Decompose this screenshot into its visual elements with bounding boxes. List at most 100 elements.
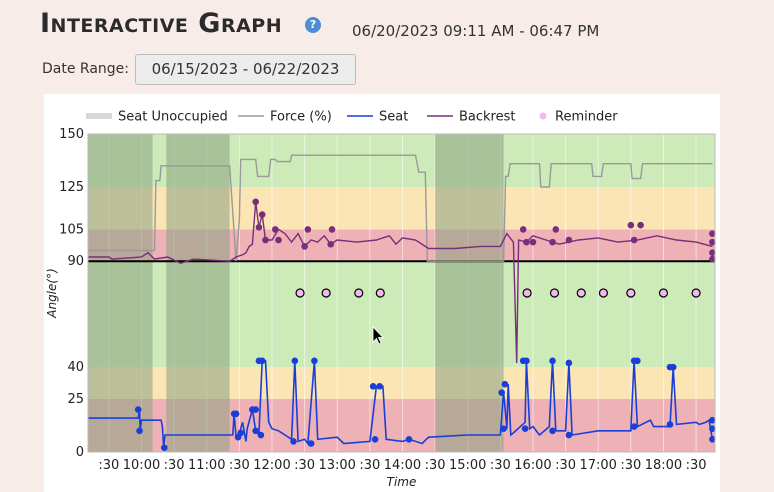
seat-marker bbox=[290, 438, 297, 445]
x-tick-label: :30 bbox=[164, 458, 185, 473]
seat-marker bbox=[232, 410, 240, 418]
reminder-marker bbox=[295, 288, 305, 298]
backrest-marker bbox=[327, 240, 335, 248]
seat-marker bbox=[500, 425, 507, 432]
seat-marker bbox=[369, 382, 377, 390]
x-tick-label: 12:00 bbox=[253, 458, 290, 473]
y-tick-label: 105 bbox=[59, 222, 84, 237]
y-axis-label: Angle(°) bbox=[45, 268, 59, 319]
seat-marker bbox=[258, 357, 266, 365]
backrest-marker bbox=[549, 238, 556, 246]
legend-swatch-reminder bbox=[539, 112, 547, 120]
reminder-marker bbox=[354, 288, 364, 298]
seat-marker bbox=[709, 425, 716, 432]
backrest-marker bbox=[709, 255, 716, 263]
x-tick-label: 13:00 bbox=[318, 458, 355, 473]
y-tick-label: 40 bbox=[67, 360, 84, 375]
seat-marker bbox=[709, 435, 716, 443]
backrest-marker bbox=[630, 236, 638, 244]
x-tick-label: :30 bbox=[294, 458, 315, 473]
legend-entry-force: Force (%) bbox=[270, 110, 332, 125]
x-tick-label: :30 bbox=[359, 458, 380, 473]
seat-marker bbox=[311, 357, 318, 365]
legend-entry-reminder: Reminder bbox=[555, 110, 618, 125]
seat-marker bbox=[549, 427, 556, 435]
seat-marker bbox=[257, 431, 265, 439]
reminder-marker bbox=[598, 288, 609, 298]
mouse-cursor-icon bbox=[372, 326, 384, 345]
reminder-marker bbox=[522, 288, 532, 298]
x-tick-label: :30 bbox=[490, 458, 511, 473]
seat-marker bbox=[376, 382, 383, 390]
legend-entry-seat: Seat bbox=[379, 110, 408, 125]
x-tick-label: 10:00 bbox=[123, 458, 160, 473]
reminder-marker bbox=[576, 288, 586, 298]
y-tick-label: 25 bbox=[67, 392, 84, 407]
x-tick-label: :30 bbox=[620, 458, 641, 473]
backrest-marker bbox=[252, 198, 259, 206]
x-tick-label: 17:00 bbox=[579, 458, 616, 473]
x-tick-label: :30 bbox=[686, 458, 707, 473]
backrest-marker bbox=[627, 221, 635, 229]
reminder-marker bbox=[626, 288, 636, 298]
backrest-marker bbox=[275, 236, 282, 244]
x-tick-label: 11:00 bbox=[188, 458, 225, 473]
backrest-marker bbox=[552, 226, 560, 233]
seat-marker bbox=[709, 416, 716, 424]
backrest-marker bbox=[565, 236, 573, 244]
backrest-marker bbox=[255, 223, 263, 231]
seat-marker bbox=[669, 363, 677, 371]
y-tick-label: 0 bbox=[76, 445, 84, 460]
seat-marker bbox=[252, 406, 259, 413]
seat-marker bbox=[307, 440, 315, 447]
series-line-force bbox=[88, 154, 713, 262]
question-mark-icon[interactable]: ? bbox=[305, 17, 321, 33]
seat-marker bbox=[252, 427, 259, 435]
y-tick-label: 90 bbox=[67, 254, 84, 269]
seat-marker bbox=[565, 359, 573, 367]
plot-border bbox=[87, 133, 716, 453]
legend-swatch-seat-unoccupied bbox=[86, 113, 112, 119]
legend-entry-seat-unoccupied: Seat Unoccupied bbox=[118, 110, 228, 125]
backrest-marker bbox=[709, 249, 716, 257]
seat-marker bbox=[291, 357, 299, 365]
seat-marker bbox=[136, 427, 143, 435]
backrest-marker bbox=[304, 226, 312, 233]
x-axis-label: Time bbox=[387, 475, 417, 489]
backrest-marker bbox=[709, 230, 716, 237]
series-line-backrest bbox=[88, 201, 713, 364]
date-range-label: Date Range: bbox=[42, 61, 130, 77]
seat-unoccupied-band bbox=[435, 134, 504, 452]
x-tick-label: :30 bbox=[98, 458, 119, 473]
seat-marker bbox=[523, 357, 530, 365]
legend-entry-backrest: Backrest bbox=[459, 110, 516, 125]
seat-marker bbox=[565, 431, 573, 439]
seat-marker bbox=[549, 357, 556, 365]
backrest-marker bbox=[258, 211, 266, 218]
backrest-marker bbox=[301, 243, 308, 250]
reminder-marker bbox=[321, 288, 331, 298]
x-tick-label: 16:00 bbox=[514, 458, 551, 473]
seat-marker bbox=[666, 421, 674, 428]
x-tick-label: :30 bbox=[555, 458, 576, 473]
x-tick-label: :30 bbox=[229, 458, 250, 473]
chart-panel: 0 25 40 90 105 125 150:30 10:00:30 11:00:30 12:00… bbox=[44, 94, 720, 492]
seat-marker bbox=[237, 429, 244, 437]
seat-marker bbox=[134, 406, 142, 413]
seat-unoccupied-band bbox=[88, 134, 153, 452]
seat-marker bbox=[634, 357, 641, 365]
x-tick-label: :30 bbox=[425, 458, 446, 473]
date-range-input[interactable]: 06/15/2023 - 06/22/2023 bbox=[135, 54, 356, 85]
x-tick-label: 15:00 bbox=[449, 458, 486, 473]
backrest-marker bbox=[523, 238, 530, 246]
backrest-marker bbox=[328, 226, 336, 233]
backrest-marker bbox=[637, 221, 644, 229]
seat-marker bbox=[521, 425, 529, 432]
y-tick-label: 150 bbox=[59, 127, 84, 142]
time-range-display: 06/20/2023 09:11 AM - 06:47 PM bbox=[352, 22, 600, 40]
x-tick-label: 18:00 bbox=[645, 458, 682, 473]
page-title: Interactive Graph bbox=[40, 8, 283, 39]
backrest-marker bbox=[519, 226, 527, 233]
backrest-marker bbox=[271, 226, 279, 233]
